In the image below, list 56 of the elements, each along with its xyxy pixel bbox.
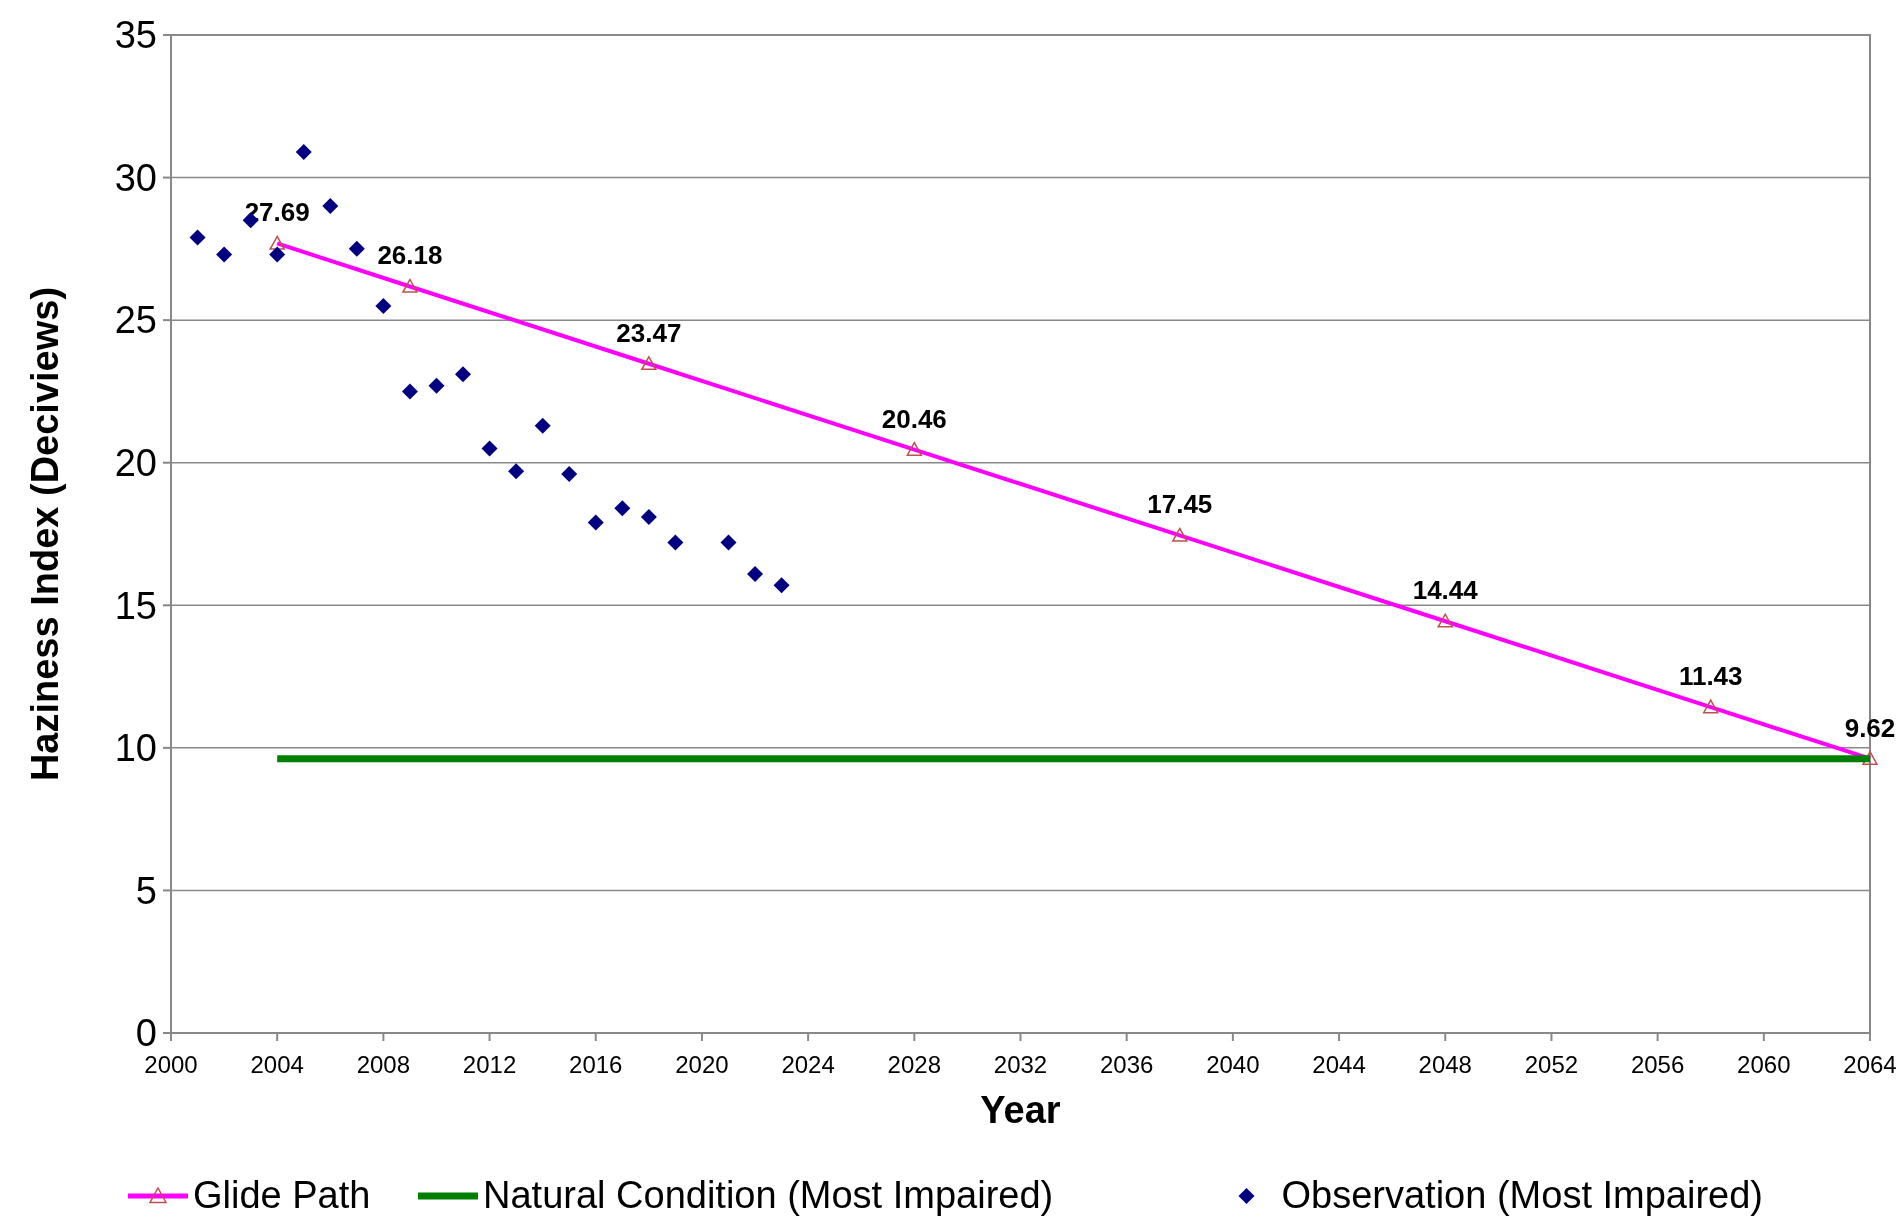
x-tick-label: 2008 xyxy=(356,1051,411,1078)
data-label: 17.45 xyxy=(1147,489,1213,520)
x-tick-label: 2028 xyxy=(887,1051,942,1078)
legend-label: Glide Path xyxy=(193,1174,371,1216)
x-tick-label: 2020 xyxy=(675,1051,729,1078)
x-tick-label: 2056 xyxy=(1630,1051,1685,1078)
point xyxy=(401,383,418,400)
point xyxy=(428,377,445,394)
point xyxy=(295,143,312,160)
point xyxy=(640,508,657,525)
data-label: 26.18 xyxy=(377,240,443,271)
point xyxy=(773,577,790,594)
point xyxy=(455,366,472,383)
y-tick-label: 10 xyxy=(114,727,157,770)
point xyxy=(720,534,737,551)
data-label: 23.47 xyxy=(616,317,682,348)
point xyxy=(216,246,233,263)
x-tick-label: 2036 xyxy=(1099,1051,1154,1078)
data-label: 9.62 xyxy=(1844,712,1896,743)
y-tick-label: 15 xyxy=(114,584,157,627)
point xyxy=(587,514,604,531)
point xyxy=(534,417,551,434)
point xyxy=(614,500,631,517)
data-label: 20.46 xyxy=(881,403,947,434)
x-tick-label: 2048 xyxy=(1418,1051,1472,1078)
y-tick-label: 30 xyxy=(114,156,157,199)
y-tick-label: 5 xyxy=(135,869,157,912)
point xyxy=(747,565,764,582)
x-tick-label: 2060 xyxy=(1737,1051,1791,1078)
x-tick-label: 2016 xyxy=(569,1051,623,1078)
point xyxy=(375,297,392,314)
point xyxy=(508,463,525,480)
point xyxy=(348,240,365,257)
point xyxy=(481,440,498,457)
x-axis-title: Year xyxy=(980,1089,1061,1131)
data-label: 11.43 xyxy=(1678,661,1743,692)
data-label: 14.44 xyxy=(1412,575,1479,606)
x-tick-label: 2012 xyxy=(462,1051,517,1078)
point xyxy=(667,534,684,551)
y-tick-label: 25 xyxy=(114,299,157,342)
x-tick-label: 2040 xyxy=(1206,1051,1260,1078)
point xyxy=(189,229,206,246)
x-tick-label: 2004 xyxy=(250,1051,304,1078)
x-tick-label: 2032 xyxy=(993,1051,1048,1078)
point xyxy=(269,246,286,263)
legend-label: Observation (Most Impaired) xyxy=(1281,1174,1763,1216)
point xyxy=(322,198,339,215)
legend-label: Natural Condition (Most Impaired) xyxy=(483,1174,1054,1216)
y-axis-title: Haziness Index (Deciviews) xyxy=(24,286,66,782)
y-tick-label: 20 xyxy=(114,442,157,485)
x-tick-label: 2064 xyxy=(1843,1051,1897,1078)
x-tick-label: 2044 xyxy=(1312,1051,1366,1078)
x-tick-label: 2052 xyxy=(1524,1051,1579,1078)
point xyxy=(561,466,578,483)
x-tick-label: 2024 xyxy=(781,1051,835,1078)
y-tick-label: 35 xyxy=(114,14,157,57)
